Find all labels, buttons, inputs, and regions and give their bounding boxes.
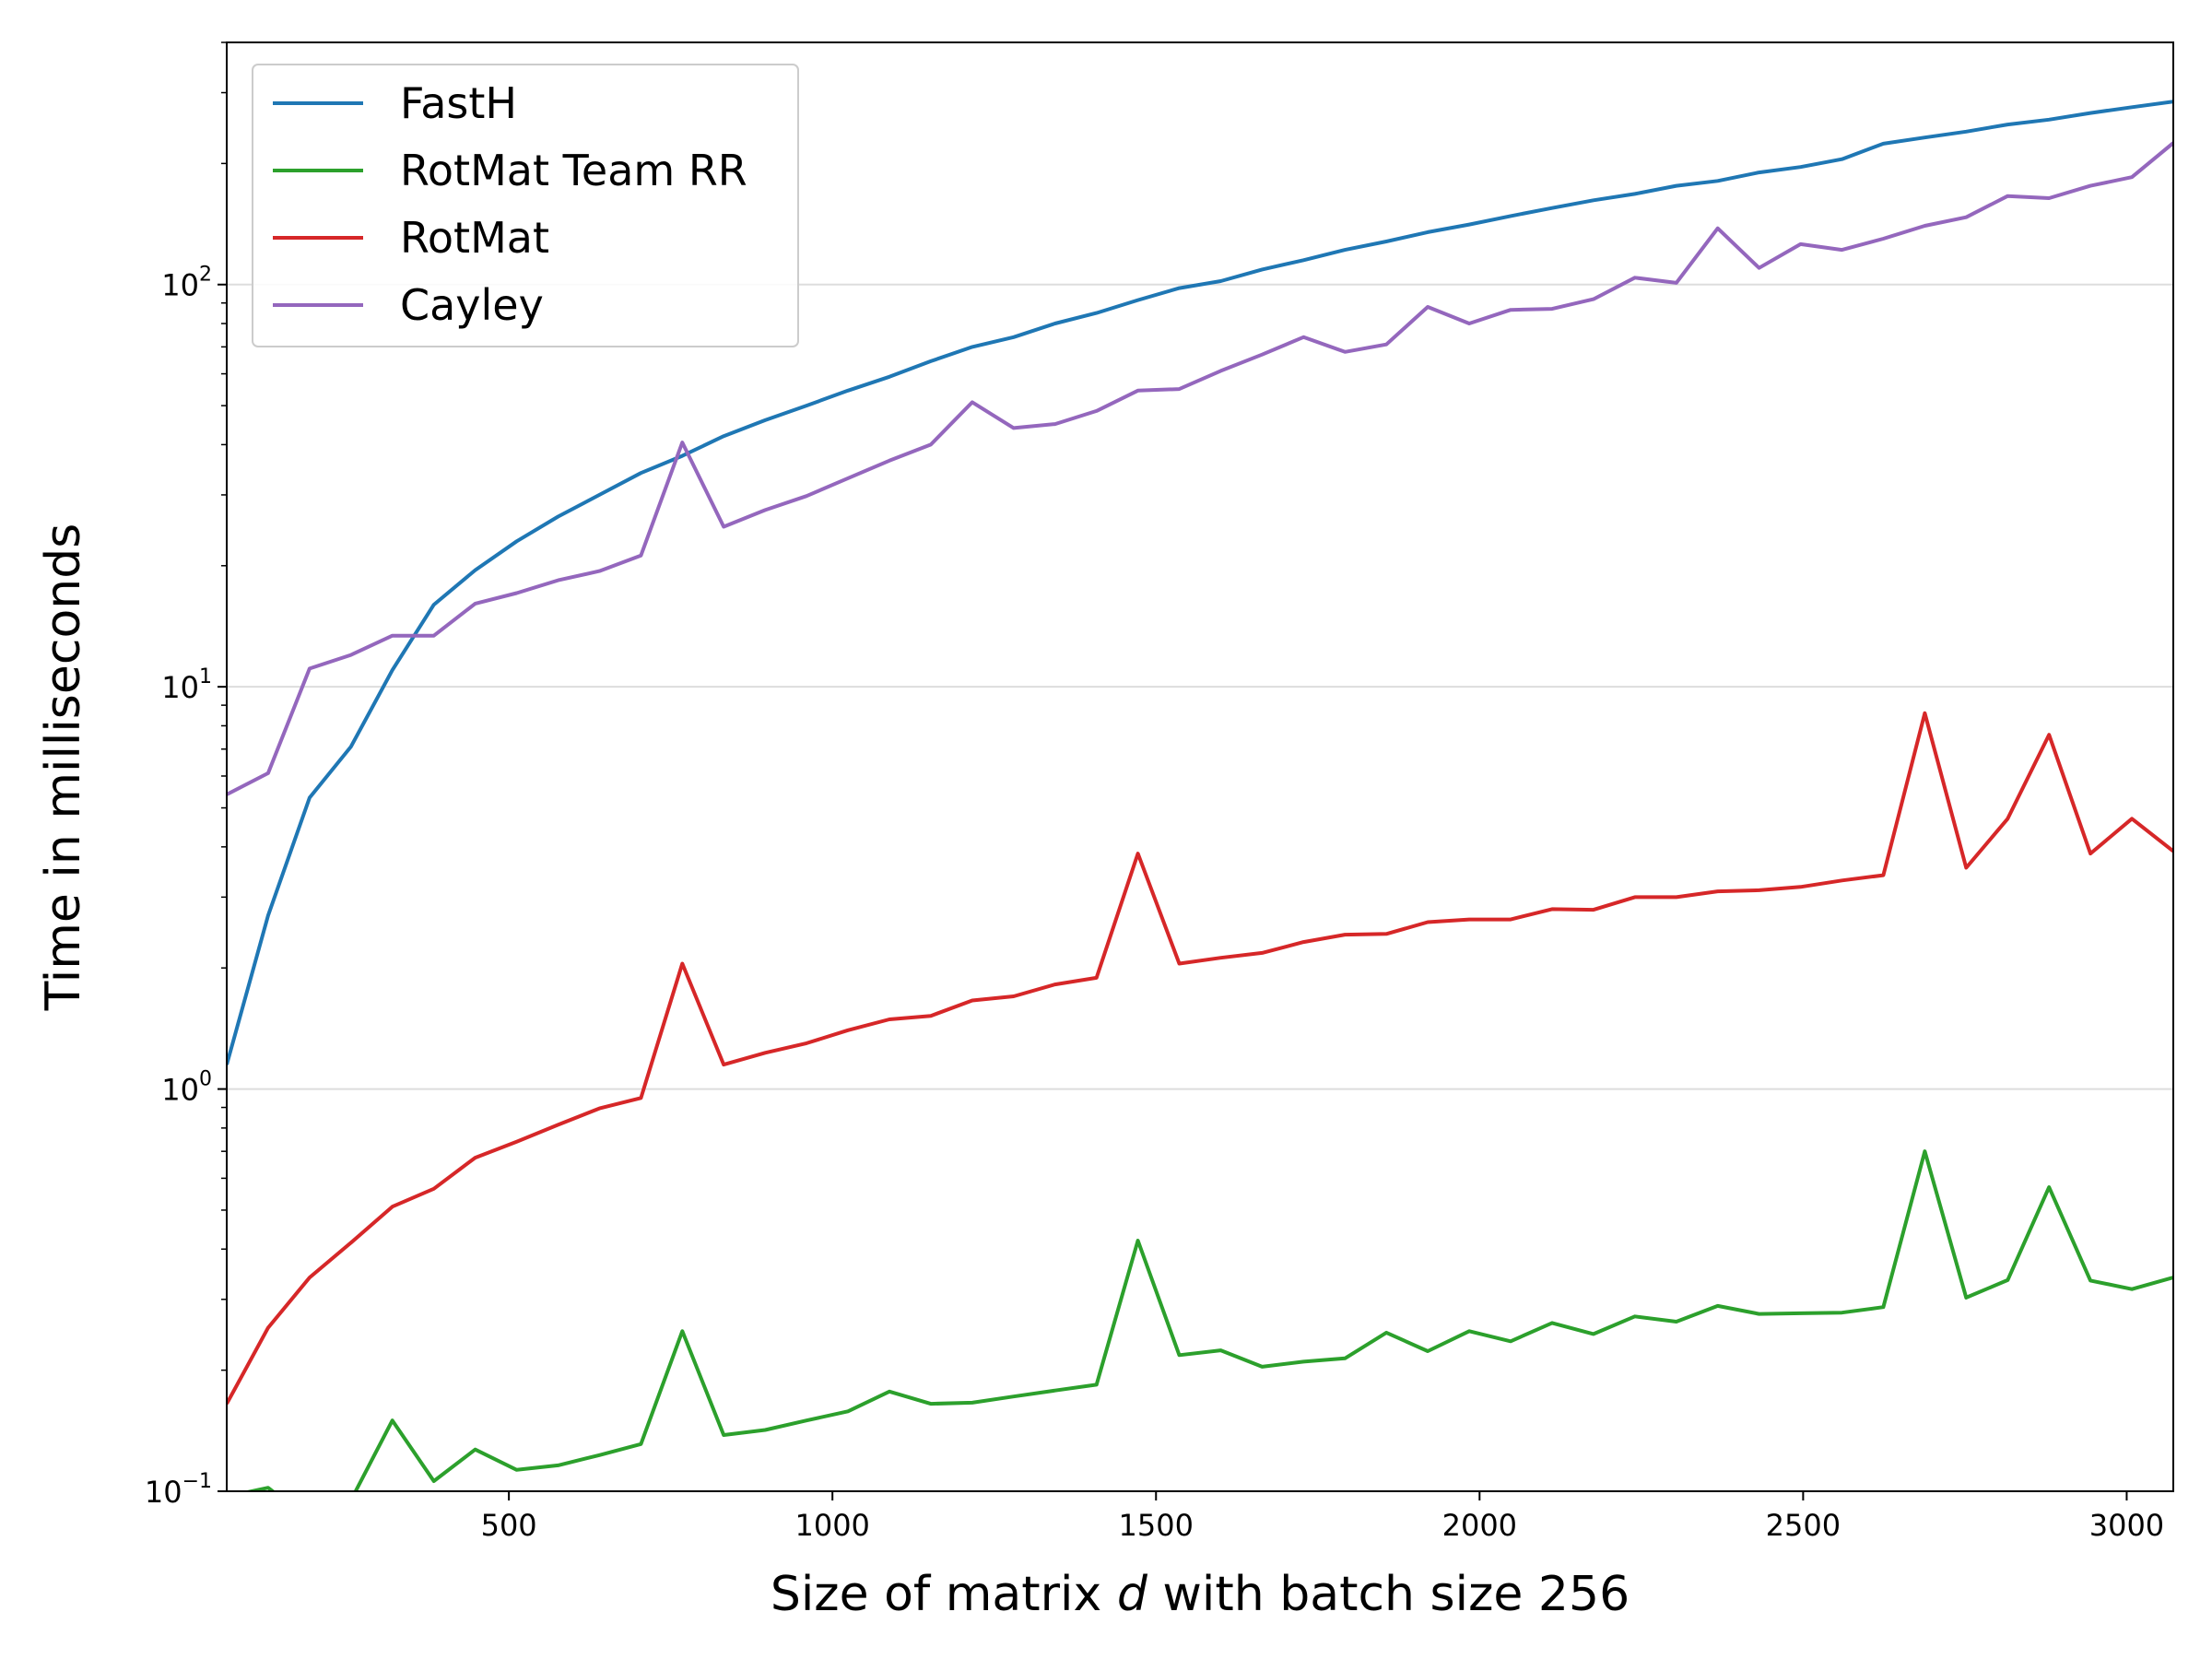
legend-label-cayley: Cayley [400,280,544,330]
y-axis-label: Time in milliseconds [36,524,91,1012]
legend-label-rotmat-team-rr: RotMat Team RR [400,146,747,195]
plot-frame [226,41,2174,1492]
plot-lines [227,100,2173,1491]
x-axis-label-post: with batch size 256 [1147,1567,1630,1622]
legend-label-rotmat: RotMat [400,213,549,263]
legend: FastH RotMat Team RR RotMat Cayley [252,64,799,347]
x-axis-label: Size of matrix d with batch size 256 [771,1567,1630,1622]
series-line-rotmat [227,711,2173,1406]
series-line-cayley [227,141,2173,796]
y-tick-label: 100 [161,1068,212,1108]
x-tick-label: 2500 [1766,1508,1841,1543]
x-tick-label: 1500 [1119,1508,1194,1543]
y-tick-label: 101 [161,665,212,705]
legend-box [252,64,799,347]
series-line-fasth [227,100,2173,1065]
x-tick-label: 2000 [1442,1508,1517,1543]
x-axis-label-pre: Size of matrix [771,1567,1117,1622]
axis-ticks: 500 1000 1500 2000 2500 3000 10−1 100 101 102 [145,41,2164,1543]
legend-label-fasth: FastH [400,78,517,128]
x-tick-label: 500 [481,1508,537,1543]
series-line-rotmat-team-rr [242,1149,2173,1491]
y-tick-label: 10−1 [145,1470,212,1510]
y-tick-label: 102 [161,264,212,303]
x-tick-label: 1000 [794,1508,869,1543]
x-axis-label-var: d [1117,1567,1148,1622]
x-tick-label: 3000 [2089,1508,2164,1543]
